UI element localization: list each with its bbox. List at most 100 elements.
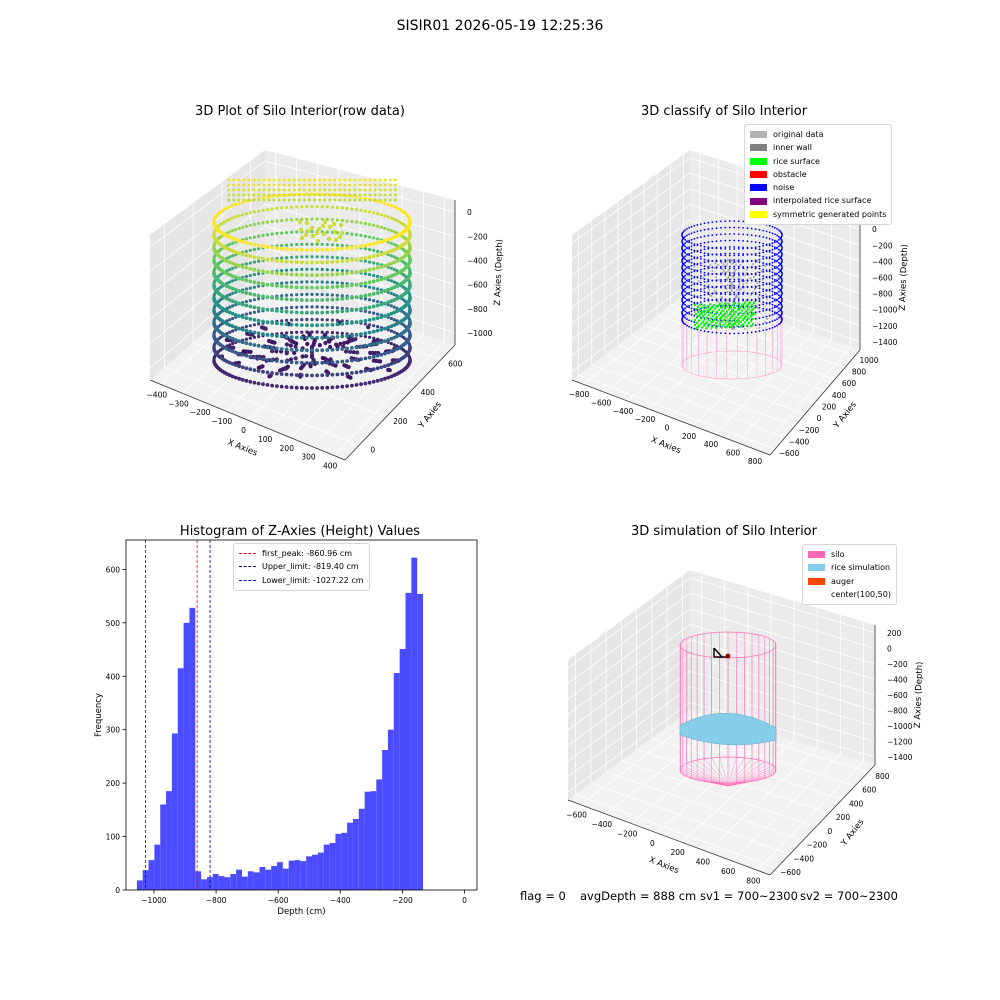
classify-3d-point xyxy=(707,278,710,281)
raw-3d-point xyxy=(244,237,248,241)
raw-3d-point xyxy=(359,233,363,237)
raw-3d-point xyxy=(275,194,279,198)
raw-3d-point xyxy=(368,198,372,202)
raw-3d-point xyxy=(375,303,380,308)
classify-3d-point xyxy=(761,279,764,281)
classify-3d-point xyxy=(684,229,687,232)
raw-3d-point xyxy=(345,219,349,223)
raw-3d-point xyxy=(392,267,396,272)
classify-3d-point xyxy=(737,285,740,287)
raw-3d-point xyxy=(328,178,332,182)
raw-3d-point xyxy=(325,260,330,265)
raw-3d-point xyxy=(389,266,393,270)
classify-3d-point xyxy=(703,241,706,244)
classify-3d-point xyxy=(743,316,747,319)
classify-3d-point xyxy=(765,289,768,291)
histogram-x-tick-label: −600 xyxy=(268,896,289,905)
raw-3d-point xyxy=(372,311,376,315)
raw-3d-point xyxy=(248,367,253,372)
classify-3d-gridline-z xyxy=(571,219,861,308)
classify-3d-point xyxy=(715,220,718,223)
raw-3d-point xyxy=(354,295,359,299)
classify-3d-point xyxy=(720,282,722,284)
simulation-3d-y-tick-label: 400 xyxy=(849,799,864,808)
raw-3d-point xyxy=(350,219,354,224)
raw-3d-point xyxy=(297,183,301,187)
classify-3d-point xyxy=(777,245,780,248)
histogram-bar xyxy=(294,860,301,890)
classify-3d-point xyxy=(696,243,699,246)
raw-3d-point xyxy=(212,246,217,251)
classify-3d-point xyxy=(765,308,768,311)
raw-3d-point xyxy=(265,208,270,212)
classify-3d-z-tick-label: 0 xyxy=(872,225,877,234)
raw-3d-point xyxy=(325,318,329,322)
classify-3d-point xyxy=(699,255,702,258)
raw-3d-point xyxy=(231,329,235,333)
raw-3d-point xyxy=(340,319,344,323)
classify-3d-point xyxy=(742,285,744,288)
raw-3d-point xyxy=(345,359,349,363)
raw-3d-point xyxy=(379,315,384,319)
histogram-x-tick-label: −800 xyxy=(206,896,227,905)
raw-3d-point xyxy=(386,338,391,342)
classify-3d-point xyxy=(733,254,736,257)
histogram-legend: first_peak: -860.96 cm Upper_limit: -819… xyxy=(233,543,370,591)
raw-3d-point xyxy=(265,295,270,299)
raw-3d-point xyxy=(302,188,306,192)
raw-3d-point xyxy=(284,360,289,364)
histogram-bar xyxy=(230,873,237,890)
histogram-bar xyxy=(136,880,143,890)
classify-3d-gridline-z xyxy=(571,203,861,292)
raw-3d-point xyxy=(265,320,270,325)
raw-3d-point xyxy=(298,366,304,371)
classify-3d-z-tick-label: −1400 xyxy=(872,338,898,347)
raw-3d-point xyxy=(335,268,339,272)
raw-3d-point xyxy=(227,193,231,197)
raw-3d-point xyxy=(313,198,316,202)
classify-3d-point xyxy=(690,225,693,228)
histogram-bar xyxy=(271,865,278,890)
raw-3d-point xyxy=(367,267,372,272)
classify-3d-point xyxy=(776,286,778,289)
classify-3d-point xyxy=(715,233,718,236)
classify-3d-point xyxy=(686,241,688,243)
raw-3d-point xyxy=(344,349,349,354)
classify-3d-point xyxy=(703,258,706,261)
classify-3d-point xyxy=(715,310,719,314)
raw-3d-point xyxy=(265,270,270,274)
raw-3d-point xyxy=(392,348,397,353)
classify-3d-point xyxy=(743,321,747,324)
raw-3d-point xyxy=(230,349,235,354)
raw-3d-point xyxy=(379,225,383,229)
raw-3d-point xyxy=(320,192,324,196)
raw-3d-point xyxy=(244,249,248,253)
raw-3d-point xyxy=(330,205,334,209)
classify-3d-point xyxy=(717,308,721,311)
raw-3d-point xyxy=(265,220,270,224)
raw-3d-point xyxy=(294,360,299,365)
classify-3d-point xyxy=(729,326,733,329)
classify-3d-point xyxy=(733,259,736,261)
raw-3d-point xyxy=(300,205,304,209)
raw-3d-point xyxy=(242,178,246,182)
raw-3d-point xyxy=(305,305,309,309)
raw-3d-point xyxy=(315,242,319,246)
classify-3d-point xyxy=(728,280,731,283)
classify-3d-point xyxy=(681,238,684,240)
classify-3d-point xyxy=(780,239,783,242)
histogram-y-tick-label: 400 xyxy=(106,672,121,681)
raw-3d-point xyxy=(290,255,294,259)
classify-3d-point xyxy=(762,236,765,239)
classify-3d-point xyxy=(742,272,744,275)
raw-3d-point xyxy=(389,299,394,304)
classify-3d-point xyxy=(713,290,716,292)
classify-3d-point xyxy=(750,294,752,296)
classify-3d-point xyxy=(711,292,714,295)
classify-3d-point xyxy=(747,322,751,325)
classify-3d-point xyxy=(715,253,718,256)
raw-3d-point xyxy=(248,236,252,240)
histogram-bar xyxy=(387,729,394,890)
classify-3d-point xyxy=(711,266,714,269)
classify-3d-point xyxy=(694,311,696,313)
